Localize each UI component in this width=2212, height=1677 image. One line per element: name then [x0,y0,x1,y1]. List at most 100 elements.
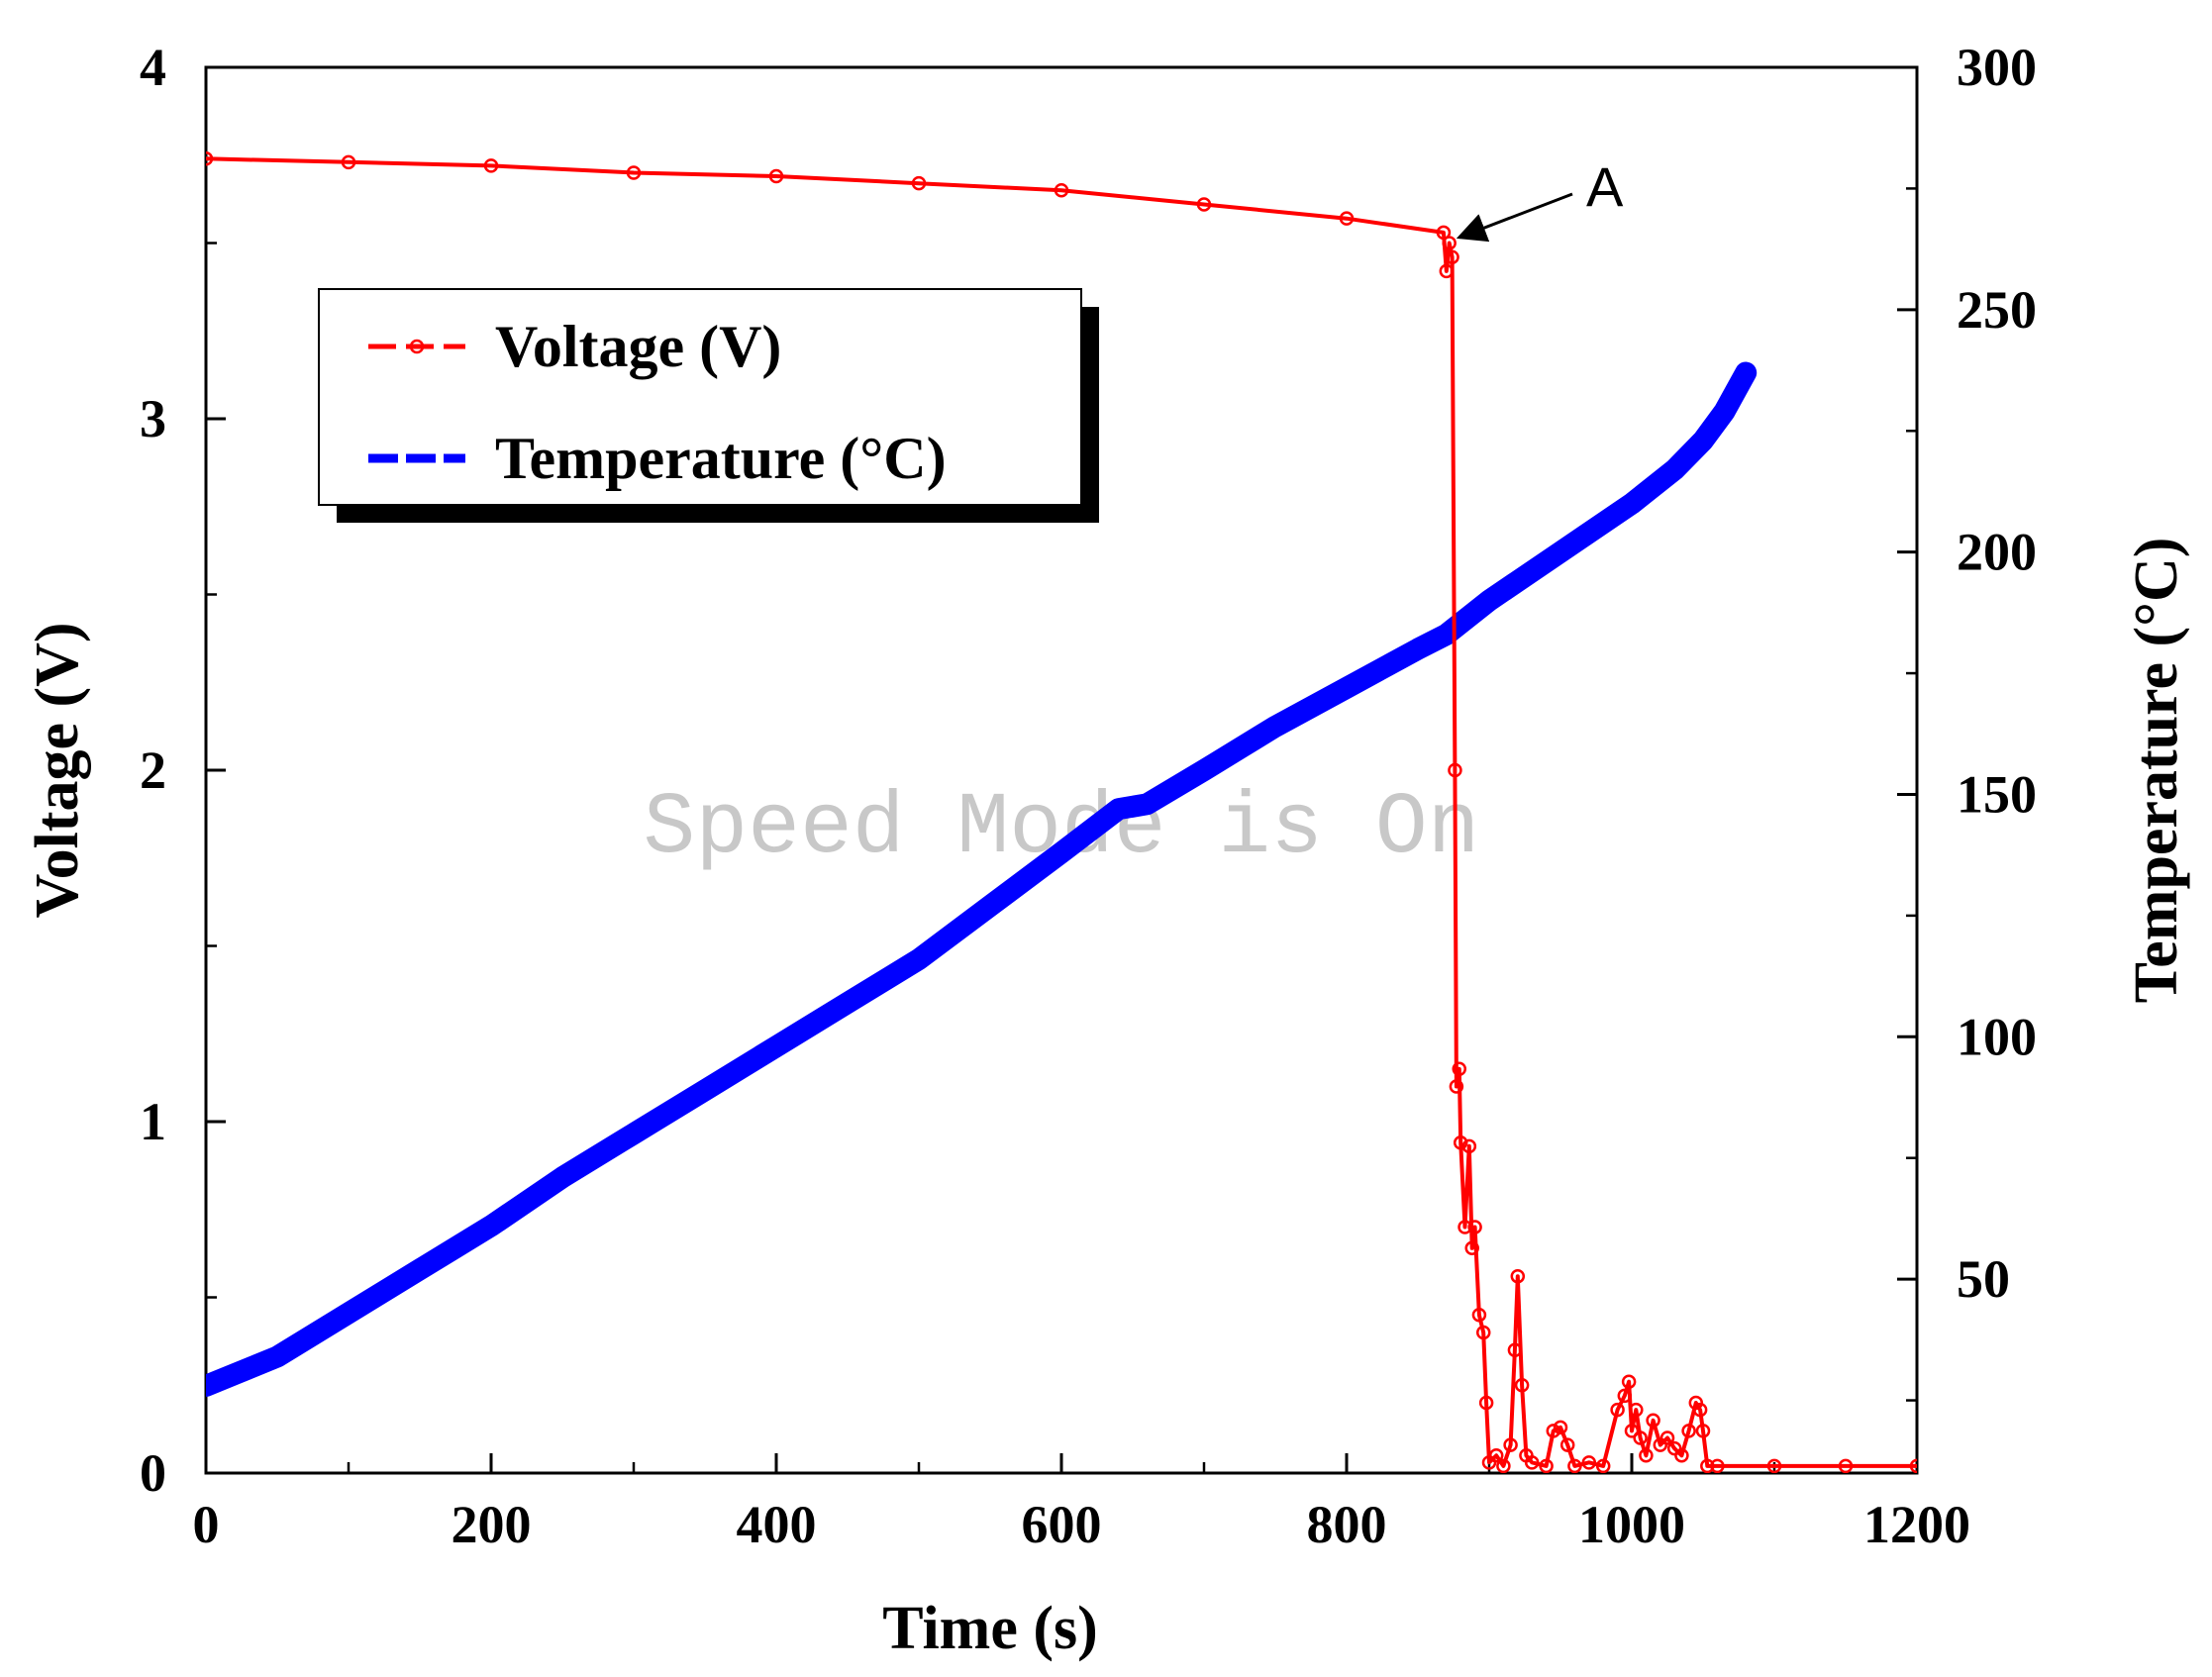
voltage-point [1471,1308,1487,1323]
voltage-point [206,151,214,166]
voltage-line [206,156,1917,1468]
temperature-point [1056,846,1067,859]
voltage-point [1458,1220,1472,1234]
temperature-point [699,1084,711,1097]
voltage-point [1539,1458,1554,1473]
x-axis-title: Time (s) [882,1595,1098,1662]
plot-frame [204,65,1919,1475]
y-left-axis-title: Voltage (V) [24,622,91,918]
voltage-point [1553,1420,1568,1435]
legend-label-voltage: Voltage (V) [495,314,781,379]
voltage-point [1496,1458,1511,1473]
voltage-point [1674,1448,1689,1463]
y-left-tick-label: 4 [140,38,166,97]
temperature-point [913,952,925,965]
temperature-point [1740,366,1753,379]
legend-marker-voltage [409,339,425,354]
y-left-tick-label: 0 [140,1443,166,1503]
voltage-point [1695,1424,1711,1438]
series-temperature [206,361,1758,1397]
voltage-point [1567,1458,1582,1473]
y-right-tick-label: 300 [1957,38,2037,97]
voltage-point [1449,1079,1464,1094]
voltage-point [911,175,927,191]
y-left-tick-label: 3 [140,389,166,448]
temperature-point [271,1350,283,1363]
legend-item-temperature: Temperature (°C) [368,426,947,491]
voltage-point [1646,1413,1660,1428]
x-axis: 0 200 400 600 800 1000 1200 [193,1453,1970,1554]
voltage-point [1514,1378,1530,1393]
voltage-point [1639,1448,1654,1463]
temperature-point [206,1379,212,1392]
temperature-point [1269,720,1281,733]
voltage-point [1488,1448,1504,1463]
voltage-point [1659,1430,1675,1445]
voltage-point [483,158,499,173]
voltage-point [1467,1220,1482,1234]
voltage-point [1581,1455,1597,1470]
temperature-point [1668,463,1681,476]
voltage-point [1766,1458,1782,1473]
voltage-point [1546,1424,1561,1438]
temperature-point [984,900,996,913]
y-right-tick-label: 100 [1957,1007,2037,1066]
legend-label-temperature: Temperature (°C) [495,426,947,491]
voltage-point [1445,249,1459,264]
y-right-tick-label: 250 [1957,280,2037,340]
voltage-point [1442,236,1457,250]
voltage-point [1681,1424,1696,1438]
temperature-point [842,997,854,1010]
temperature-point [485,1220,497,1233]
voltage-point [1633,1430,1648,1445]
temperature-point [1141,798,1154,811]
voltage-point [1610,1402,1625,1418]
y-right-tick-label: 200 [1957,523,2037,582]
temperature-point [556,1171,568,1184]
temperature-point [1483,594,1495,607]
temperature-point [1626,497,1638,510]
voltage-point [1478,1395,1494,1411]
legend-box [318,288,1082,506]
temperature-point [1112,803,1125,816]
voltage-point [1710,1458,1725,1473]
voltage-point [1700,1458,1715,1473]
temperature-point [628,1128,640,1140]
voltage-point [1909,1458,1917,1473]
voltage-point [1196,197,1212,212]
legend-item-voltage: Voltage (V) [368,314,781,379]
x-tick-label: 1000 [1578,1495,1685,1554]
temperature-point [1412,642,1424,655]
x-tick-label: 1200 [1863,1495,1970,1554]
temperature-point [1555,545,1566,558]
temperature-point [414,1263,426,1276]
annotation-label: A [1586,155,1624,218]
voltage-point [1503,1437,1518,1452]
temperature-point [343,1307,354,1320]
voltage-point [1436,225,1452,241]
voltage-point [1624,1424,1640,1438]
temperature-point [1697,435,1709,447]
series-voltage [206,151,1917,1473]
temperature-point [1341,681,1353,694]
temperature-point [1718,405,1731,418]
voltage-point [1559,1437,1575,1452]
temperature-point [1440,628,1453,641]
voltage-point [1439,263,1455,279]
y-axis-left: 0 1 2 3 4 [140,38,226,1503]
voltage-point [1461,1138,1477,1154]
y-right-axis-title: Temperature (°C) [2123,538,2190,1004]
voltage-point [1507,1342,1523,1357]
annotation-a: A [1456,155,1624,243]
voltage-point [1054,183,1069,198]
voltage-point [1692,1402,1708,1418]
x-tick-label: 200 [452,1495,532,1554]
y-right-tick-label: 150 [1957,764,2037,824]
x-tick-label: 800 [1307,1495,1387,1554]
annotation-arrow [1456,192,1573,243]
voltage-point [1524,1455,1540,1470]
temperature-line [206,361,1758,1397]
y-left-tick-label: 1 [140,1092,166,1151]
voltage-point [1595,1458,1611,1473]
